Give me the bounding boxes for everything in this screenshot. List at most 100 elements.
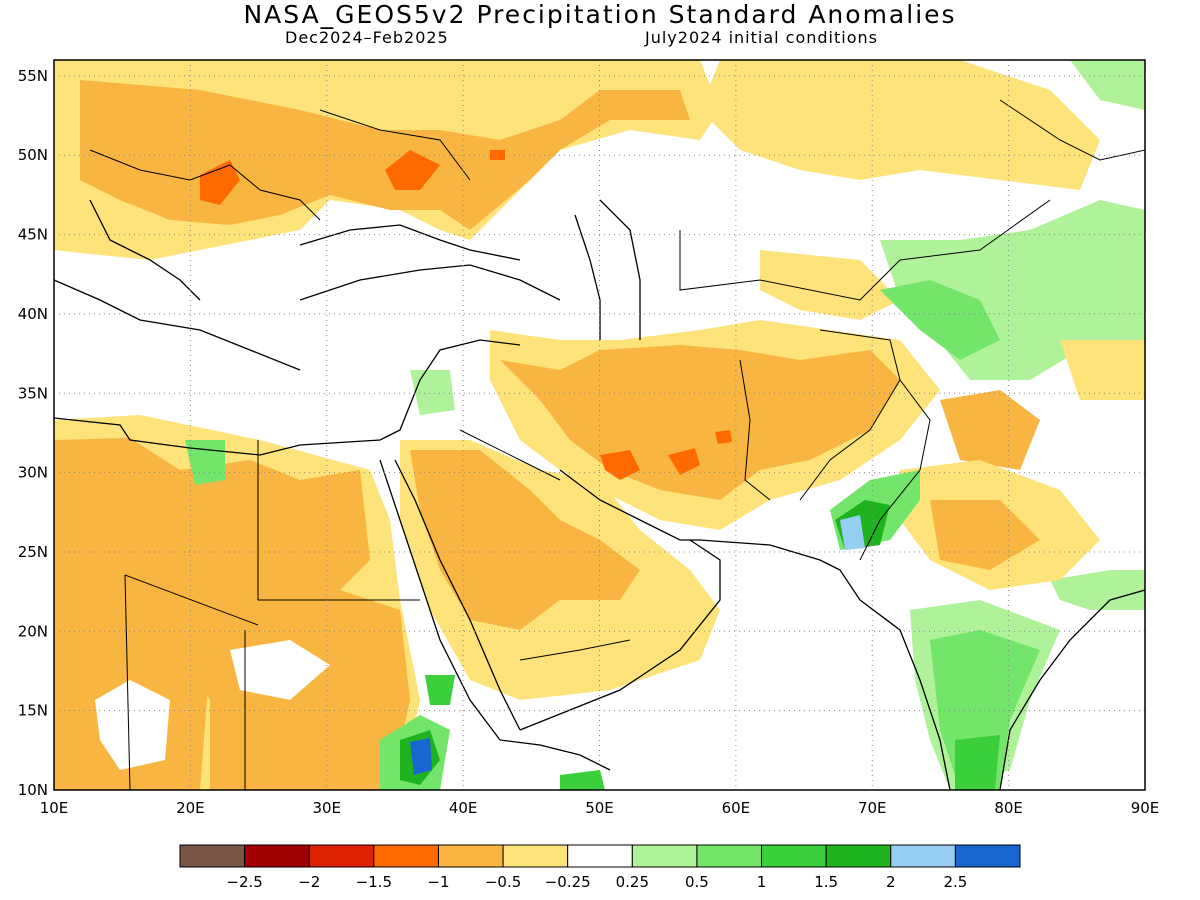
- anomaly-tibet-dry: [940, 390, 1040, 470]
- anomaly-europe-strong-2: [385, 150, 440, 190]
- colorbar-swatch: [502, 844, 569, 868]
- anomaly-africa-neutral-2: [230, 640, 330, 700]
- colorbar-label: −0.5: [485, 873, 521, 891]
- colorbar-swatch: [761, 844, 827, 868]
- coast-italy: [89, 199, 201, 301]
- anomaly-egypt-wet: [185, 440, 225, 485]
- anomaly-somalia-wet: [560, 770, 605, 790]
- border-saudi-yemen: [519, 639, 631, 661]
- anomaly-india-medium: [930, 500, 1040, 570]
- lat-tick-label: 30N: [18, 464, 48, 482]
- forecast-season: Dec2024–Feb2025: [285, 28, 449, 47]
- border-europe-1: [89, 149, 231, 181]
- colorbar-swatch: [437, 844, 504, 868]
- coast-pakistan: [769, 544, 861, 601]
- colorbar-swatch: [179, 844, 246, 868]
- border-iraq-saudi: [459, 429, 561, 481]
- colorbar-swatch: [696, 844, 763, 868]
- colorbar-label: −2: [298, 873, 320, 891]
- lat-tick-label: 55N: [18, 67, 48, 85]
- anomaly-central-asia-light: [700, 60, 1100, 190]
- anomaly-levant-wet: [410, 370, 455, 415]
- map-title: NASA_GEOS5v2 Precipitation Standard Anom…: [243, 0, 957, 29]
- colorbar: −2.5 −2 −1.5 −1 −0.5 −0.25 0.25 0.5 1 1.5 2 2.5: [179, 844, 1021, 891]
- border-kazakh: [679, 199, 1051, 301]
- lat-tick-label: 15N: [18, 702, 48, 720]
- lon-tick-label: 20E: [176, 799, 205, 817]
- anomaly-pakistan-very-wet: [840, 515, 865, 550]
- lon-tick-label: 50E: [585, 799, 614, 817]
- border-chad: [124, 574, 131, 790]
- anomaly-africa-neutral: [95, 680, 170, 770]
- lon-tick-label: 40E: [449, 799, 478, 817]
- colorbar-swatch: [308, 844, 375, 868]
- colorbar-swatch: [373, 844, 439, 868]
- anomaly-ethiopia-very-wet: [410, 738, 432, 775]
- lat-tick-label: 10N: [18, 781, 48, 799]
- lat-tick-label: 25N: [18, 543, 48, 561]
- lon-tick-label: 10E: [40, 799, 69, 817]
- coast-red-sea-east: [394, 459, 521, 731]
- border-india-pak: [859, 379, 931, 561]
- coast-india-west: [859, 599, 951, 790]
- colorbar-label: −1.5: [356, 873, 392, 891]
- anomaly-iran-strong-3: [715, 430, 732, 444]
- lon-tick-label: 70E: [858, 799, 887, 817]
- border-iran-afghan: [739, 359, 771, 501]
- colorbar-label: 2: [886, 873, 896, 891]
- colorbar-label: −0.25: [545, 873, 591, 891]
- lon-tick-label: 60E: [722, 799, 751, 817]
- coast-horn: [499, 739, 611, 771]
- border-afghan-pak: [799, 329, 901, 501]
- anomaly-red-sea-wet: [425, 675, 455, 705]
- lat-tick-label: 20N: [18, 622, 48, 640]
- lon-tick-label: 80E: [994, 799, 1023, 817]
- colorbar-label: 2.5: [943, 873, 967, 891]
- anomaly-central-asia-light-2: [760, 250, 900, 320]
- coast-red-sea-west: [379, 459, 501, 741]
- lon-tick-label: 90E: [1131, 799, 1160, 817]
- country-borders: [89, 99, 1145, 790]
- anomaly-africa-medium-2: [54, 560, 210, 790]
- colorbar-label: −1: [427, 873, 449, 891]
- colorbar-label: 1: [757, 873, 767, 891]
- anomaly-field: [54, 60, 1145, 790]
- colorbar-label: 1.5: [814, 873, 838, 891]
- colorbar-label: −2.5: [226, 873, 262, 891]
- anomaly-africa-medium: [54, 438, 410, 790]
- anomaly-iran-strong-2: [668, 448, 700, 475]
- border-russia-ukraine: [319, 109, 471, 181]
- anomaly-central-asia-wet-2: [880, 280, 1000, 360]
- lat-tick-label: 35N: [18, 384, 48, 402]
- colorbar-label: 0.25: [616, 873, 649, 891]
- lat-tick-label: 50N: [18, 146, 48, 164]
- colorbar-swatch: [825, 844, 892, 868]
- border-libya-chad: [124, 574, 259, 626]
- coast-levant: [409, 339, 521, 406]
- anomaly-bengal-wet: [1050, 570, 1145, 610]
- anomaly-europe-strong-3: [490, 150, 505, 160]
- lat-tick-label: 45N: [18, 226, 48, 244]
- anomaly-arabia-medium: [410, 450, 640, 630]
- anomaly-mongolia-wet: [1070, 60, 1145, 110]
- border-china-mongolia: [999, 99, 1145, 161]
- coast-arabia-south: [519, 539, 721, 731]
- coast-persian-gulf: [559, 469, 771, 546]
- lat-tick-label: 40N: [18, 305, 48, 323]
- coast-turkey-north: [299, 264, 561, 301]
- anomaly-india-wet-strong: [955, 735, 1000, 790]
- colorbar-label: 0.5: [685, 873, 709, 891]
- map-frame: [53, 59, 1146, 791]
- colorbar-swatch: [890, 844, 956, 868]
- anomaly-europe-strong-1: [200, 160, 240, 205]
- colorbar-swatch: [631, 844, 698, 868]
- coast-mediterranean-south: [54, 404, 411, 456]
- colorbar-swatch: [244, 844, 310, 868]
- initial-conditions: July2024 initial conditions: [645, 28, 878, 47]
- axis-labels: 10E 20E 30E 40E 50E 60E 70E 80E 90E 10N 15N 20N 25N 3…: [18, 67, 1160, 817]
- anomaly-iran-medium: [500, 345, 900, 500]
- border-europe-2: [229, 164, 321, 221]
- coast-europe-south: [54, 279, 301, 371]
- coast-caspian-east: [599, 199, 641, 340]
